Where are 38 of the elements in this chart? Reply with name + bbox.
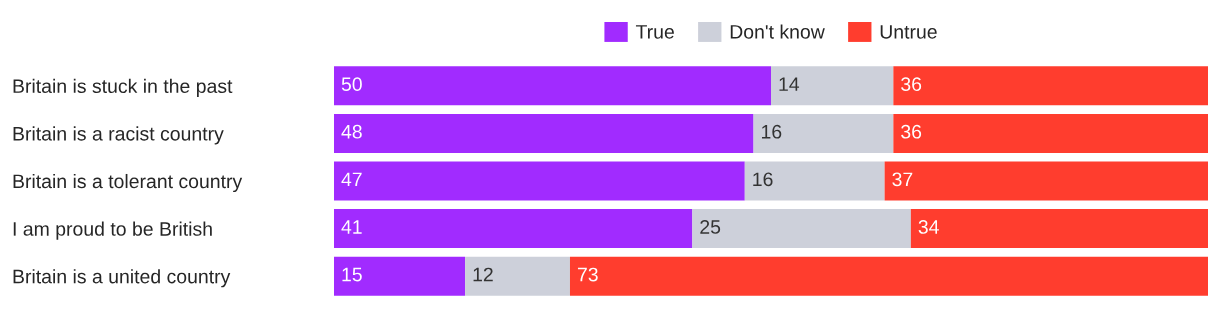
bar [893, 113, 1208, 153]
data-label: 41 [341, 220, 362, 234]
y-tick-label: I am proud to be British [13, 221, 212, 240]
bar [334, 256, 466, 296]
data-label: 37 [892, 172, 913, 187]
data-label: 12 [473, 267, 493, 282]
legend-label: Don't know [730, 24, 825, 39]
y-tick-label: Britain is a united country [13, 269, 231, 288]
data-label: 14 [779, 77, 800, 91]
data-label: 36 [901, 124, 922, 139]
bar [910, 209, 1208, 249]
y-tick-label: Britain is stuck in the past [13, 78, 233, 97]
legend-label: Untrue [880, 25, 937, 39]
y-tick-label: Britain is a tolerant country [13, 173, 243, 193]
bar [753, 113, 894, 153]
bar [334, 161, 745, 201]
data-label: 16 [753, 172, 773, 187]
data-label: 47 [341, 172, 362, 187]
data-label: 16 [761, 124, 782, 139]
data-label: 50 [341, 77, 362, 92]
bar [893, 66, 1208, 106]
bar [465, 256, 570, 296]
bar [744, 161, 885, 201]
bar [569, 256, 1208, 296]
data-label: 15 [342, 267, 362, 282]
bar [884, 161, 1208, 201]
data-label: 36 [901, 77, 922, 92]
data-label: 34 [918, 220, 939, 234]
data-label: 73 [577, 267, 598, 282]
bar [334, 113, 754, 153]
bar [334, 209, 693, 249]
bar [771, 66, 894, 106]
legend-label: True [635, 25, 674, 39]
y-tick-label: Britain is a racist country [13, 126, 224, 145]
data-label: 48 [341, 124, 362, 139]
data-label: 25 [700, 220, 721, 234]
bar [334, 66, 771, 106]
bar [692, 209, 911, 249]
